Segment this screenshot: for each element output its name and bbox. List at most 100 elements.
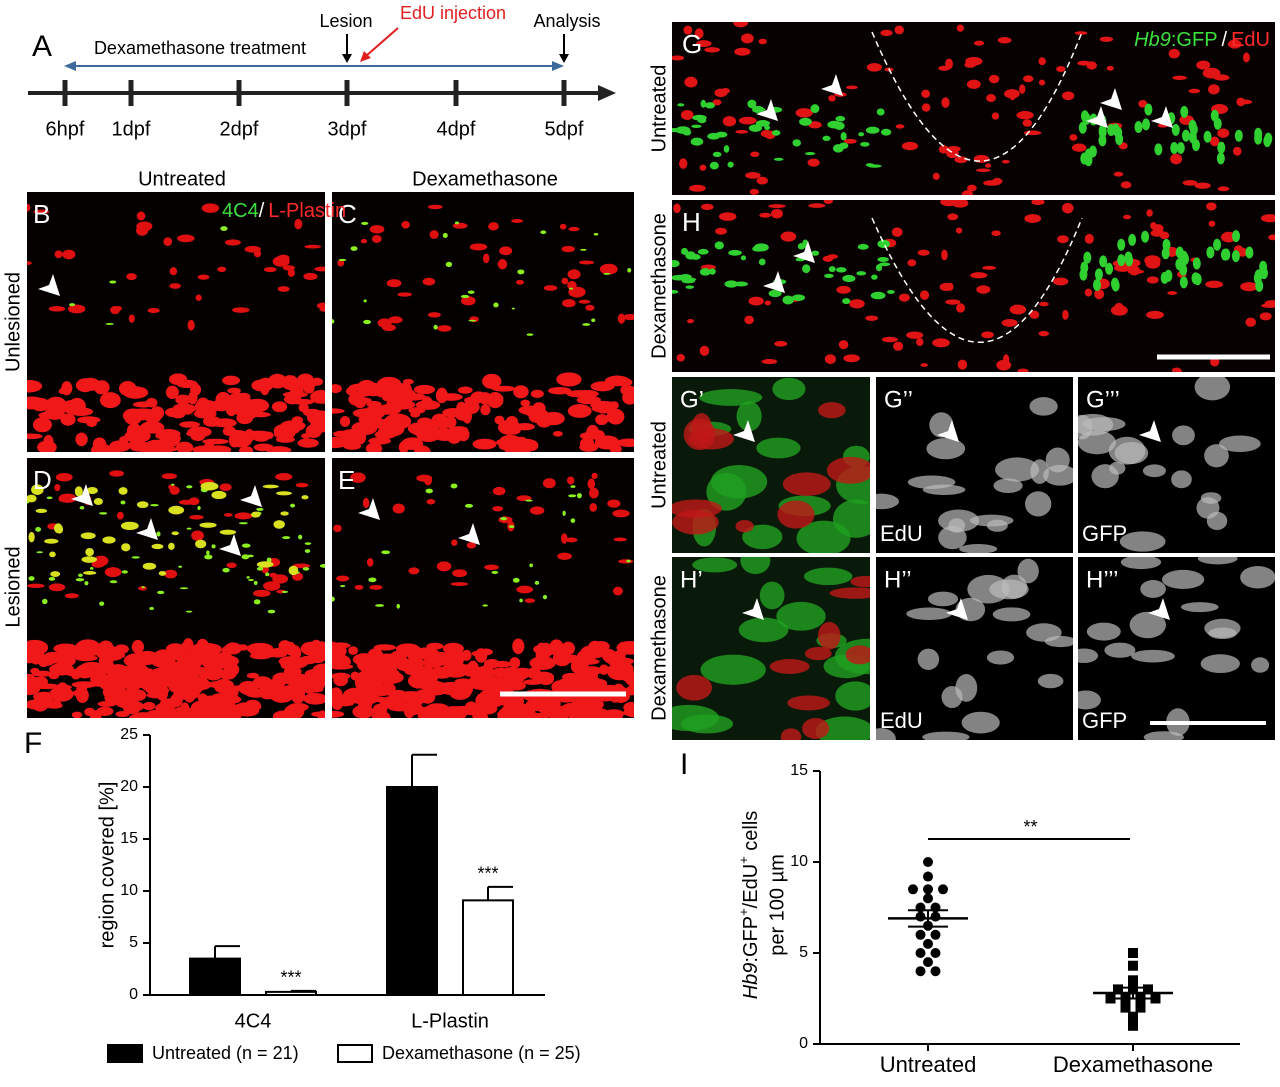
cell (1129, 611, 1166, 639)
arrowhead (71, 484, 93, 506)
cell (877, 257, 889, 263)
cell (846, 85, 858, 90)
cell (158, 570, 167, 576)
micrograph: H’’’ GFP (1078, 557, 1275, 740)
cell (126, 423, 142, 439)
cell (880, 29, 893, 37)
cell (433, 671, 451, 679)
y-tick-label: 5 (799, 944, 808, 961)
row-label: Dexamethasone (648, 213, 670, 359)
cell (222, 426, 236, 437)
cell (223, 513, 233, 517)
cell (606, 409, 624, 425)
cell (1061, 202, 1074, 214)
cell (497, 708, 509, 718)
cell (147, 307, 160, 314)
cell (685, 251, 696, 260)
cell (1188, 88, 1201, 94)
cell (254, 650, 282, 658)
cell (1268, 234, 1275, 241)
cell (121, 543, 131, 552)
panel-label: D (33, 465, 52, 495)
cell (80, 532, 96, 540)
cell (1001, 574, 1028, 599)
cell (376, 376, 402, 393)
cell (53, 523, 63, 534)
cell (709, 161, 719, 170)
cell (603, 272, 611, 275)
cell (44, 538, 59, 544)
cell (1062, 91, 1075, 101)
arrowhead (136, 518, 158, 540)
cell (212, 709, 227, 716)
cell (727, 161, 734, 168)
cell (467, 290, 475, 294)
cell (792, 139, 801, 147)
cell (374, 430, 397, 439)
cell (353, 395, 367, 409)
cell (991, 230, 1001, 237)
cell (508, 525, 515, 529)
channel-label: GFP (1082, 521, 1127, 546)
cell (598, 664, 609, 676)
cell (36, 551, 43, 554)
cell (755, 120, 770, 127)
significance-label: *** (280, 968, 301, 988)
cell (1159, 231, 1170, 240)
timepoint-label: 5dpf (545, 118, 584, 140)
cell (58, 388, 68, 395)
cell (1038, 330, 1050, 337)
cell (109, 580, 118, 584)
cell (54, 483, 61, 492)
cell (941, 97, 950, 108)
event-arrow (365, 27, 399, 57)
cell (168, 542, 175, 551)
cell (548, 386, 572, 395)
cell (519, 598, 523, 603)
cell (613, 537, 627, 542)
cell (626, 559, 631, 563)
cell (38, 411, 65, 420)
cell (303, 272, 318, 281)
cell (425, 420, 439, 434)
cell (815, 716, 870, 740)
cell (75, 432, 88, 447)
cell (497, 259, 508, 270)
cell (126, 273, 137, 281)
cell (204, 554, 213, 560)
cell (986, 94, 996, 103)
cell (875, 264, 883, 272)
cell (542, 478, 556, 489)
legend-label: Untreated (n = 21) (152, 1043, 299, 1063)
cell (834, 121, 845, 130)
cell (1152, 224, 1164, 233)
cell (142, 701, 156, 711)
y-tick-label: 25 (120, 726, 138, 743)
cell (102, 536, 116, 544)
cell (272, 574, 289, 584)
channel-label: EdU (880, 708, 923, 733)
cell (1117, 254, 1126, 267)
row-label: Untreated (648, 421, 670, 509)
cell (116, 511, 124, 520)
cell (1125, 254, 1134, 267)
cell (715, 227, 727, 235)
y-tick-label: 10 (790, 853, 808, 870)
cell (368, 577, 377, 583)
cell (844, 138, 857, 144)
cell (526, 333, 534, 336)
cell (49, 551, 56, 558)
cell (273, 520, 285, 529)
cell (764, 125, 771, 131)
cell (1160, 271, 1169, 284)
cell (388, 417, 408, 426)
cell (27, 379, 43, 393)
cell (186, 527, 192, 530)
cell (177, 234, 195, 243)
cell (1113, 171, 1124, 177)
cell (612, 509, 630, 518)
cell (46, 496, 53, 500)
cell (734, 47, 751, 56)
cell (256, 561, 274, 568)
